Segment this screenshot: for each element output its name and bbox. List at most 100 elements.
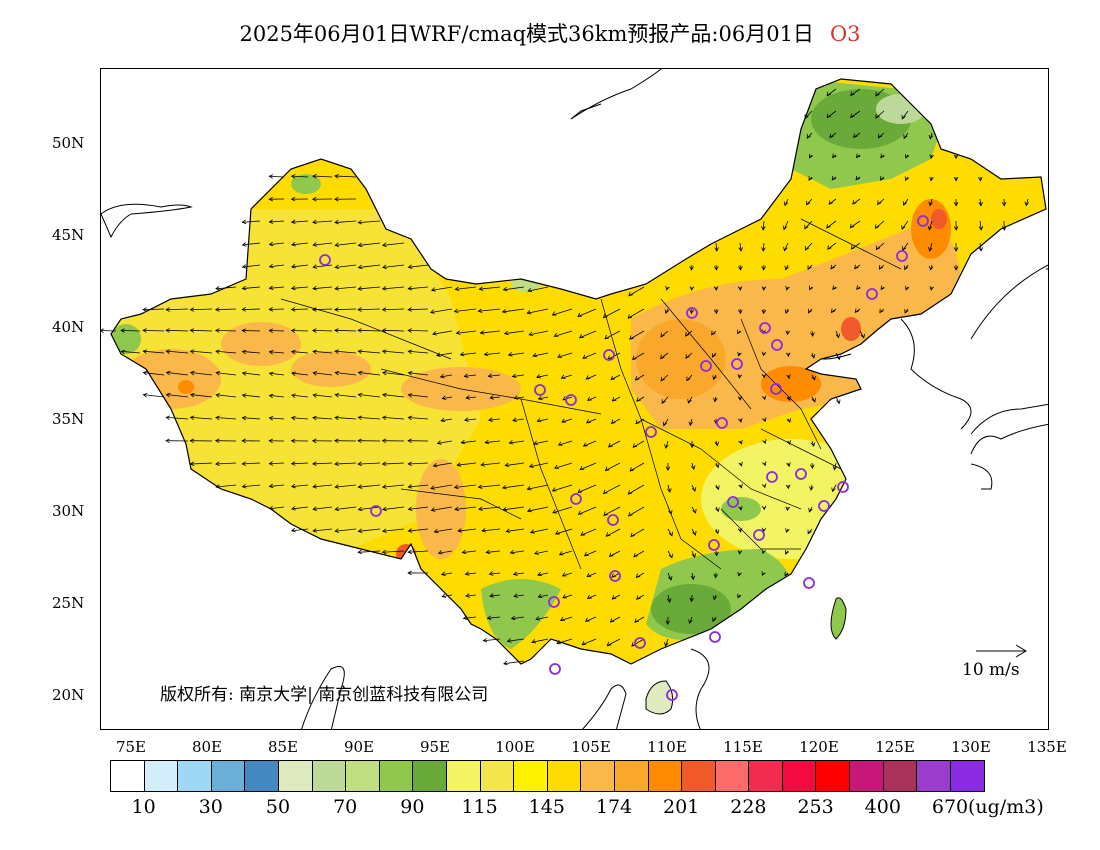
arrow-icon <box>313 242 333 246</box>
arrowhead-icon <box>291 371 296 376</box>
arrow-icon <box>850 110 861 118</box>
arrowhead-icon <box>810 464 815 469</box>
arrowhead-icon <box>605 532 611 537</box>
arrow-icon <box>430 484 453 489</box>
arrow-icon <box>603 308 621 318</box>
arrow-icon <box>312 462 333 465</box>
arrowhead-icon <box>713 286 719 291</box>
arrowhead-icon <box>142 393 148 398</box>
lat-label-30n: 30N <box>52 502 85 520</box>
arrowhead-icon <box>441 593 447 598</box>
arrow-icon <box>486 550 501 553</box>
arrow-icon <box>875 110 885 119</box>
arrow-icon <box>382 372 405 376</box>
arrow-icon <box>190 308 213 311</box>
arrow-icon <box>312 286 333 290</box>
arrowhead-icon <box>312 371 318 376</box>
arrowhead-icon <box>512 417 517 422</box>
arrowhead-icon <box>536 417 542 423</box>
map-panel[interactable] <box>100 68 1049 730</box>
arrowhead-icon <box>457 528 463 533</box>
arrow-icon <box>382 550 405 553</box>
colorbar-swatch <box>480 761 515 791</box>
arrowhead-icon <box>189 461 195 467</box>
lat-label-50n: 50N <box>52 134 85 152</box>
arrowhead-icon <box>142 349 148 354</box>
arrowhead-icon <box>453 308 459 314</box>
arrow-icon <box>628 484 645 495</box>
arrowhead-icon <box>826 223 831 229</box>
colorbar <box>110 760 986 792</box>
arrowhead-icon <box>577 510 583 515</box>
arrowhead-icon <box>928 201 933 207</box>
arrowhead-icon <box>311 196 317 202</box>
arrow-icon <box>269 242 285 246</box>
arrowhead-icon <box>761 505 767 511</box>
arrowhead-icon <box>101 328 104 333</box>
arrow-icon <box>291 220 309 223</box>
arrowhead-icon <box>689 309 694 315</box>
colorbar-tick-label: 174 <box>595 796 633 818</box>
arrowhead-icon <box>557 353 562 358</box>
arrowhead-icon <box>381 349 387 354</box>
arrowhead-icon <box>455 330 461 335</box>
arrowhead-icon <box>503 330 509 336</box>
arrowhead-icon <box>382 264 387 270</box>
arrowhead-icon <box>738 417 743 423</box>
arrowhead-icon <box>627 490 633 495</box>
arrow-icon <box>562 594 573 599</box>
arrow-icon <box>121 350 141 354</box>
arrow-icon <box>603 484 621 494</box>
arrow-icon <box>586 418 597 424</box>
arrowhead-icon <box>903 265 909 271</box>
arrowhead-icon <box>901 114 906 120</box>
circle-marker-icon <box>866 288 878 300</box>
arrow-icon <box>242 220 261 223</box>
arrowhead-icon <box>512 571 518 576</box>
arrowhead-icon <box>562 594 567 599</box>
arrowhead-icon <box>430 309 435 314</box>
arrowhead-icon <box>715 463 720 469</box>
arrowhead-icon <box>489 593 494 598</box>
arrowhead-icon <box>214 328 220 333</box>
arrowhead-icon <box>165 415 171 421</box>
title-text: 2025年06月01日WRF/cmaq模式36km预报产品:06月01日 <box>239 22 814 46</box>
arrowhead-icon <box>214 307 220 312</box>
arrowhead-icon <box>357 392 363 398</box>
arrowhead-icon <box>357 328 362 333</box>
arrowhead-icon <box>560 374 566 379</box>
colorbar-tick-label: 670 <box>931 796 969 818</box>
arrowhead-icon <box>478 506 483 511</box>
arrow-icon <box>242 372 261 376</box>
arrow-icon <box>577 484 597 493</box>
arrow-icon <box>438 550 453 554</box>
arrow-icon <box>630 528 645 537</box>
circle-marker-icon <box>609 570 621 582</box>
arrowhead-icon <box>786 462 791 468</box>
arrowhead-icon <box>268 219 274 224</box>
arrowhead-icon <box>381 286 387 291</box>
arrow-icon <box>215 286 237 290</box>
arrowhead-icon <box>737 329 742 335</box>
circle-marker-icon <box>634 637 646 649</box>
arrow-icon <box>587 594 597 599</box>
arrow-icon <box>562 396 573 401</box>
arrowhead-icon <box>357 461 362 467</box>
arrowhead-icon <box>407 461 412 466</box>
arrowhead-icon <box>533 440 538 445</box>
arrowhead-icon <box>311 328 317 333</box>
arrowhead-icon <box>665 620 671 626</box>
arrow-icon <box>358 242 381 246</box>
arrowhead-icon <box>537 395 543 401</box>
arrowhead-icon <box>761 226 766 231</box>
arrowhead-icon <box>738 439 743 445</box>
arrow-icon <box>562 572 573 577</box>
colorbar-swatch <box>749 761 783 791</box>
circle-marker-icon <box>645 426 657 438</box>
arrow-icon <box>291 394 309 398</box>
arrowhead-icon <box>480 462 485 467</box>
arrow-icon <box>291 242 309 246</box>
arrowhead-icon <box>953 201 959 207</box>
arrowhead-icon <box>291 393 296 399</box>
arrow-icon <box>430 308 453 313</box>
